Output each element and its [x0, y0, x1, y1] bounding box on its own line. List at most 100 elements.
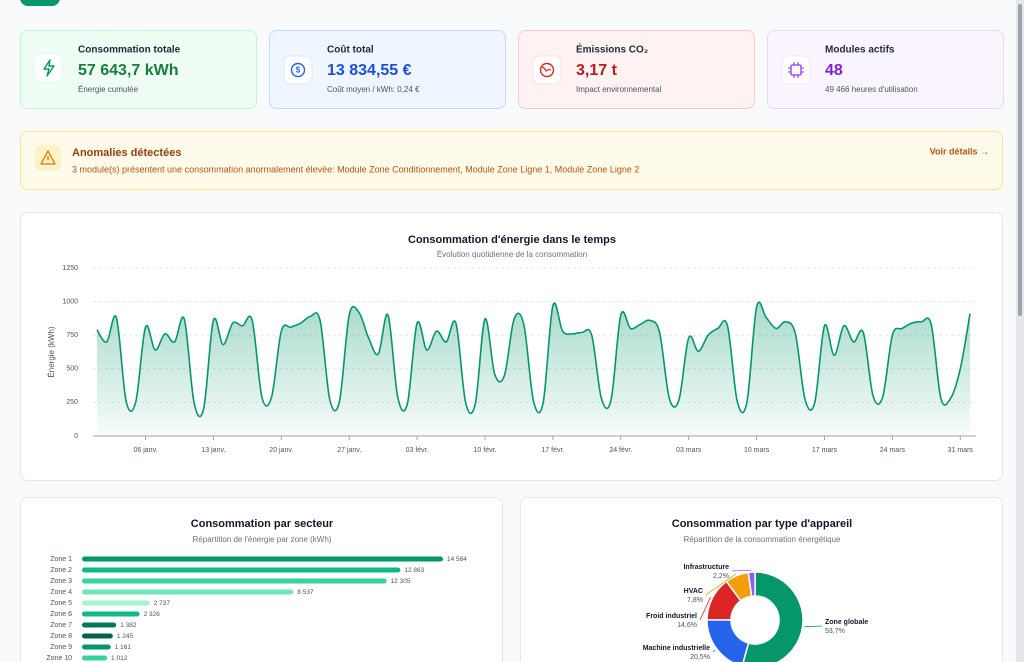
slice-value: 7,8%	[687, 597, 703, 604]
y-tick-label: Zone 10	[46, 655, 72, 662]
kpi-value: 48	[825, 62, 843, 79]
svg-text:$: $	[296, 66, 301, 75]
slice-label: Machine industrielle	[643, 645, 710, 652]
kpi-card: Émissions CO₂ 3,17 t Impact environnemen…	[518, 30, 755, 109]
chart-subtitle: Répartition de la consommation énergétiq…	[684, 535, 842, 544]
bar	[82, 567, 401, 573]
x-tick-label: 10 févr.	[474, 447, 497, 454]
y-tick-label: Zone 4	[50, 589, 72, 596]
kpi-value: 3,17 t	[576, 62, 618, 79]
bar	[82, 633, 113, 639]
slice-value: 20,5%	[690, 654, 710, 661]
kpi-title: Consommation totale	[78, 45, 181, 56]
kpi-value: 57 643,7 kWh	[78, 62, 179, 79]
x-tick-label: 03 mars	[676, 447, 702, 454]
kpi-sub: Coût moyen / kWh: 0,24 €	[327, 85, 420, 94]
data-label: 12 305	[391, 578, 411, 585]
bar	[82, 655, 108, 661]
x-tick-label: 20 janv.	[269, 447, 293, 454]
leader-line	[804, 625, 823, 628]
bar	[82, 578, 387, 584]
bar	[82, 611, 140, 617]
y-tick-label: 250	[66, 399, 78, 406]
donut-slice	[747, 571, 756, 598]
y-tick-label: Zone 8	[50, 633, 72, 640]
kpi-title: Émissions CO₂	[576, 43, 648, 56]
y-axis-title: Énergie (kWh)	[47, 326, 56, 377]
data-label: 2 737	[154, 600, 171, 607]
chart-title: Consommation par secteur	[191, 518, 334, 530]
chart-subtitle: Répartition de l'énergie par zone (kWh)	[193, 535, 332, 544]
data-label: 1 382	[120, 622, 137, 629]
scrollbar-thumb[interactable]	[1018, 4, 1022, 316]
y-tick-label: Zone 3	[50, 578, 72, 585]
donut-slice	[742, 571, 804, 662]
kpi-card: $ Coût total 13 834,55 € Coût moyen / kW…	[269, 30, 506, 109]
chart-title: Consommation d'énergie dans le temps	[408, 234, 616, 246]
leader-line	[731, 569, 752, 572]
x-tick-label: 27 janv.	[337, 447, 361, 454]
slice-value: 53,7%	[825, 628, 845, 635]
x-tick-label: 17 mars	[812, 447, 838, 454]
chart-title: Consommation par type d'appareil	[672, 518, 852, 530]
x-tick-label: 17 févr.	[541, 447, 564, 454]
slice-value: 2,2%	[713, 573, 729, 580]
kpi-title: Coût total	[327, 45, 374, 56]
x-tick-label: 24 févr.	[609, 447, 632, 454]
leader-line	[705, 573, 737, 596]
bar	[82, 622, 117, 628]
y-tick-label: 500	[66, 366, 78, 373]
y-tick-label: 1250	[62, 265, 78, 272]
slice-value: 14,6%	[677, 622, 697, 629]
y-tick-label: Zone 6	[50, 611, 72, 618]
header-button[interactable]	[20, 0, 60, 6]
bar	[82, 644, 111, 650]
leader-line	[712, 649, 716, 653]
data-label: 2 326	[144, 611, 161, 618]
slice-label: Zone globale	[825, 619, 868, 626]
y-tick-label: Zone 2	[50, 567, 72, 574]
y-tick-label: 0	[74, 433, 78, 440]
line	[96, 301, 971, 418]
kpi-sub: 49 466 heures d'utilisation	[825, 85, 918, 94]
y-tick-label: Zone 9	[50, 644, 72, 651]
x-tick-label: 03 févr.	[406, 447, 429, 454]
data-label: 1 161	[115, 644, 132, 651]
kpi-card: Modules actifs 48 49 466 heures d'utilis…	[767, 30, 1004, 109]
y-tick-label: Zone 5	[50, 600, 72, 607]
x-tick-label: 31 mars	[948, 447, 974, 454]
kpi-sub: Énergie cumulée	[78, 85, 139, 94]
x-tick-label: 13 janv.	[201, 447, 225, 454]
kpi-title: Modules actifs	[825, 45, 895, 56]
y-tick-label: 750	[66, 332, 78, 339]
bar	[82, 589, 294, 595]
alert-action[interactable]: Voir détails →	[930, 146, 989, 156]
data-label: 1 245	[117, 633, 134, 640]
chart-subtitle: Évolution quotidienne de la consommation	[437, 250, 587, 259]
leader-line	[699, 597, 711, 621]
data-label: 14 584	[447, 556, 467, 563]
y-tick-label: Zone 1	[50, 556, 72, 563]
bar	[82, 556, 443, 562]
y-tick-label: Zone 7	[50, 622, 72, 629]
kpi-sub: Impact environnemental	[576, 85, 662, 94]
slice-label: HVAC	[684, 588, 703, 595]
kpi-card: Consommation totale 57 643,7 kWh Énergie…	[20, 30, 257, 109]
alert-title: Anomalies détectées	[72, 147, 181, 159]
data-label: 8 537	[297, 589, 314, 596]
alert-message: 3 module(s) présentent une consommation …	[72, 164, 639, 174]
slice-label: Froid industriel	[646, 613, 697, 620]
slice-label: Infrastructure	[683, 564, 729, 571]
alert-banner: Anomalies détectées 3 module(s) présente…	[20, 131, 1003, 190]
y-tick-label: 1000	[62, 298, 78, 305]
x-tick-label: 06 janv.	[134, 447, 158, 454]
x-tick-label: 10 mars	[744, 447, 770, 454]
kpi-value: 13 834,55 €	[327, 62, 412, 79]
area	[97, 302, 970, 436]
data-label: 12 863	[404, 567, 424, 574]
data-label: 1 012	[111, 655, 128, 662]
bar	[82, 600, 150, 606]
x-tick-label: 24 mars	[880, 447, 906, 454]
